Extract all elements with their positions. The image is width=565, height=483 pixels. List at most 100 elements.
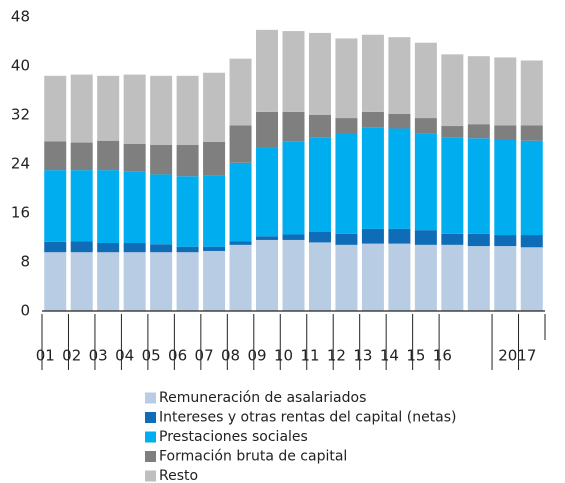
bar-segment xyxy=(123,252,146,311)
bar-segment xyxy=(97,243,120,253)
y-tick-label: 24 xyxy=(11,155,30,173)
bar-segment xyxy=(70,241,93,253)
x-tick-label: 05 xyxy=(142,347,161,365)
bar-segment xyxy=(44,75,67,142)
x-tick-label: 14 xyxy=(380,347,399,365)
bar-segment xyxy=(520,60,543,126)
bar-segment xyxy=(123,143,146,172)
bar-segment xyxy=(44,252,67,311)
bar-segment xyxy=(388,228,411,244)
x-tick-label: 08 xyxy=(221,347,240,365)
bar-segment xyxy=(494,246,517,311)
bar-segment xyxy=(308,32,331,115)
bar-segment xyxy=(335,244,358,311)
bar-segment xyxy=(176,176,199,247)
bar-segment xyxy=(414,244,437,311)
legend-label: Intereses y otras rentas del capital (ne… xyxy=(159,410,457,426)
legend-swatch xyxy=(145,392,156,404)
x-tick-label: 07 xyxy=(195,347,214,365)
bar-segment xyxy=(150,244,173,253)
x-tick-label: 06 xyxy=(168,347,187,365)
x-tick-label: 16 xyxy=(433,347,452,365)
legend-label: Formación bruta de capital xyxy=(159,449,347,465)
bar-segment xyxy=(256,236,279,240)
bar-segment xyxy=(467,124,490,139)
bar-segment xyxy=(467,233,490,247)
bar-segment xyxy=(520,247,543,311)
x-tick-label: 04 xyxy=(115,347,134,365)
bar-segment xyxy=(203,141,226,176)
bar-segment xyxy=(44,241,67,253)
bar-segment xyxy=(441,126,464,138)
bar-segment xyxy=(44,141,67,171)
bar-segment xyxy=(414,42,437,119)
legend-swatch xyxy=(145,470,156,482)
bar-segment xyxy=(388,128,411,229)
bar-segment xyxy=(414,230,437,245)
bar-segment xyxy=(494,57,517,126)
bar-segment xyxy=(203,175,226,247)
bar-segment xyxy=(361,127,384,229)
bar-segment xyxy=(176,252,199,311)
bar-segment xyxy=(150,145,173,175)
bar-segment xyxy=(150,75,173,146)
y-tick-label: 48 xyxy=(11,8,30,26)
legend-label: Remuneración de asalariados xyxy=(159,390,366,406)
bar-segment xyxy=(256,111,279,148)
bar-segment xyxy=(256,147,279,237)
bar-segment xyxy=(176,246,199,253)
bar-segment xyxy=(229,58,252,126)
bar-segment xyxy=(97,252,120,311)
bar-segment xyxy=(176,145,199,177)
bar-segment xyxy=(308,242,331,311)
bar-segment xyxy=(494,139,517,236)
legend-label: Resto xyxy=(159,468,198,483)
x-tick-label: 11 xyxy=(300,347,319,365)
bar-segment xyxy=(441,233,464,245)
x-tick-label: 02 xyxy=(62,347,81,365)
bar-segment xyxy=(335,133,358,234)
y-tick-label: 16 xyxy=(11,204,30,222)
legend-swatch xyxy=(145,451,156,462)
bar-segment xyxy=(282,141,305,235)
bar-segment xyxy=(229,125,252,163)
bar-segment xyxy=(176,75,199,146)
bar-segment xyxy=(414,133,437,231)
bar-segment xyxy=(467,246,490,311)
bar-segment xyxy=(282,239,305,311)
y-tick-label: 0 xyxy=(20,302,30,320)
bar-segment xyxy=(414,118,437,134)
bar-segment xyxy=(123,171,146,244)
legend-label: Prestaciones sociales xyxy=(159,429,308,445)
x-tick-label: 15 xyxy=(406,347,425,365)
bar-segment xyxy=(441,54,464,127)
x-tick-label: 2017 xyxy=(498,347,536,365)
x-tick-label: 10 xyxy=(274,347,293,365)
bar-segment xyxy=(123,74,146,144)
y-tick-label: 8 xyxy=(20,253,30,271)
bar-segment xyxy=(282,234,305,240)
bar-segment xyxy=(203,246,226,251)
bar-segment xyxy=(256,239,279,311)
bar-segment xyxy=(361,228,384,244)
bar-segment xyxy=(150,174,173,245)
bar-segment xyxy=(520,125,543,141)
bar-segment xyxy=(467,138,490,234)
bar-segment xyxy=(388,113,411,129)
bar-segment xyxy=(203,72,226,142)
bar-segment xyxy=(70,74,93,143)
bar-segment xyxy=(494,125,517,140)
bar-segment xyxy=(229,241,252,245)
x-tick-label: 01 xyxy=(36,347,55,365)
bar-segment xyxy=(123,243,146,253)
bar-segment xyxy=(229,244,252,311)
bar-segment xyxy=(203,250,226,311)
bar-segment xyxy=(229,162,252,242)
legend-swatch xyxy=(145,412,156,423)
bar-segment xyxy=(494,235,517,247)
legend-swatch xyxy=(145,431,156,443)
x-tick-label: 03 xyxy=(89,347,108,365)
x-tick-label: 09 xyxy=(247,347,266,365)
bar-segment xyxy=(361,34,384,112)
